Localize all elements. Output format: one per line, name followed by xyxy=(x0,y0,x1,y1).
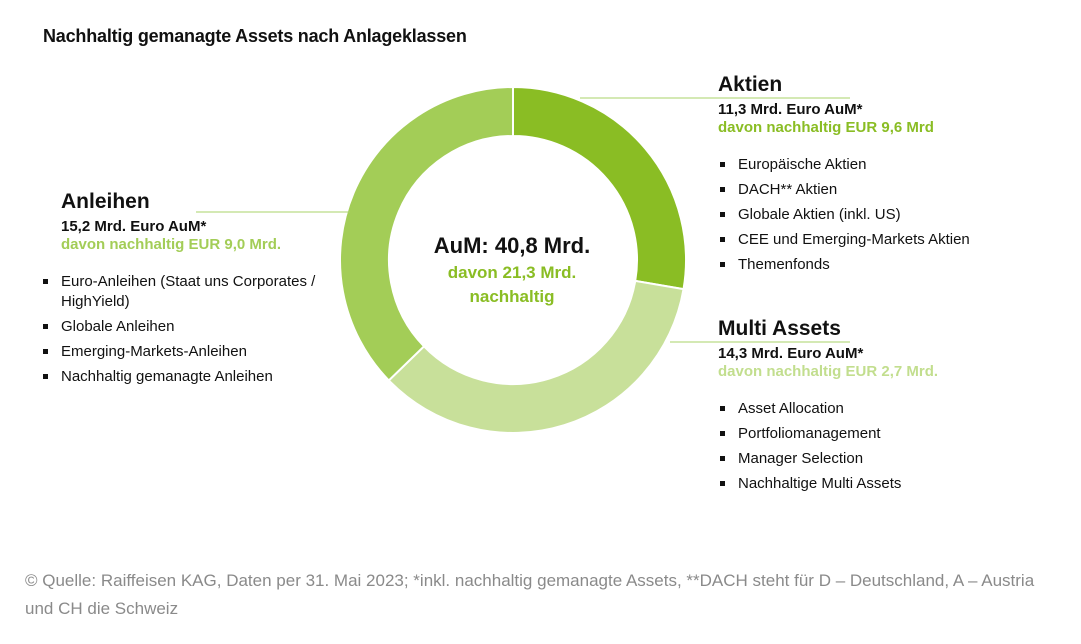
anleihen-label-block: Anleihen 15,2 Mrd. Euro AuM* davon nachh… xyxy=(43,190,321,392)
aktien-bullet-item: CEE und Emerging-Markets Aktien xyxy=(718,230,1038,250)
multi-assets-bullet-item: Nachhaltige Multi Assets xyxy=(718,474,1038,494)
anleihen-bullet-item: Nachhaltig gemanagte Anleihen xyxy=(41,367,321,387)
aktien-bullet-item: Themenfonds xyxy=(718,255,1038,275)
center-sustainable-line1: davon 21,3 Mrd. xyxy=(447,263,577,282)
anleihen-bullet-item: Globale Anleihen xyxy=(41,317,321,337)
aktien-bullet-item: Globale Aktien (inkl. US) xyxy=(718,205,1038,225)
anleihen-slice xyxy=(339,85,514,382)
center-total-aum: AuM: 40,8 Mrd. xyxy=(433,233,591,258)
multi-assets-aum: 14,3 Mrd. Euro AuM* xyxy=(718,345,864,362)
aktien-bullet-item: DACH** Aktien xyxy=(718,180,1038,200)
aktien-sustainable: davon nachhaltig EUR 9,6 Mrd xyxy=(718,119,934,136)
multi-assets-title: Multi Assets xyxy=(718,317,841,340)
aktien-title: Aktien xyxy=(718,73,783,96)
aktien-label-block: Aktien 11,3 Mrd. Euro AuM* davon nachhal… xyxy=(718,73,1038,280)
multi-assets-sustainable: davon nachhaltig EUR 2,7 Mrd. xyxy=(718,363,939,380)
center-sustainable-line2: nachhaltig xyxy=(469,287,555,306)
multi-assets-bullet-item: Portfoliomanagement xyxy=(718,424,1038,444)
anleihen-bullet-item: Euro-Anleihen (Staat uns Corporates / Hi… xyxy=(41,272,321,312)
aktien-aum: 11,3 Mrd. Euro AuM* xyxy=(718,101,863,118)
aktien-bullet-list: Europäische Aktien DACH** Aktien Globale A… xyxy=(718,155,1038,275)
anleihen-sustainable: davon nachhaltig EUR 9,0 Mrd. xyxy=(61,236,282,253)
anleihen-title: Anleihen xyxy=(61,190,150,213)
chart-title: Nachhaltig gemanagte Assets nach Anlagek… xyxy=(43,26,467,46)
leader-lines xyxy=(196,97,850,343)
multi-assets-label-block: Multi Assets 14,3 Mrd. Euro AuM* davon n… xyxy=(718,317,1038,499)
anleihen-aum: 15,2 Mrd. Euro AuM* xyxy=(61,218,207,235)
multi-assets-slice xyxy=(387,279,685,434)
source-footnote: © Quelle: Raiffeisen KAG, Daten per 31. … xyxy=(25,571,1035,618)
multi-assets-bullet-list: Asset Allocation Portfoliomanagement Manag… xyxy=(718,399,1038,494)
multi-assets-bullet-item: Asset Allocation xyxy=(718,399,1038,419)
donut-slices xyxy=(339,85,687,434)
aktien-bullet-item: Europäische Aktien xyxy=(718,155,1038,175)
anleihen-bullet-item: Emerging-Markets-Anleihen xyxy=(41,342,321,362)
anleihen-bullet-list: Euro-Anleihen (Staat uns Corporates / Hi… xyxy=(41,272,321,387)
multi-assets-bullet-item: Manager Selection xyxy=(718,449,1038,469)
center-summary: AuM: 40,8 Mrd. davon 21,3 Mrd. nachhalti… xyxy=(412,233,612,307)
